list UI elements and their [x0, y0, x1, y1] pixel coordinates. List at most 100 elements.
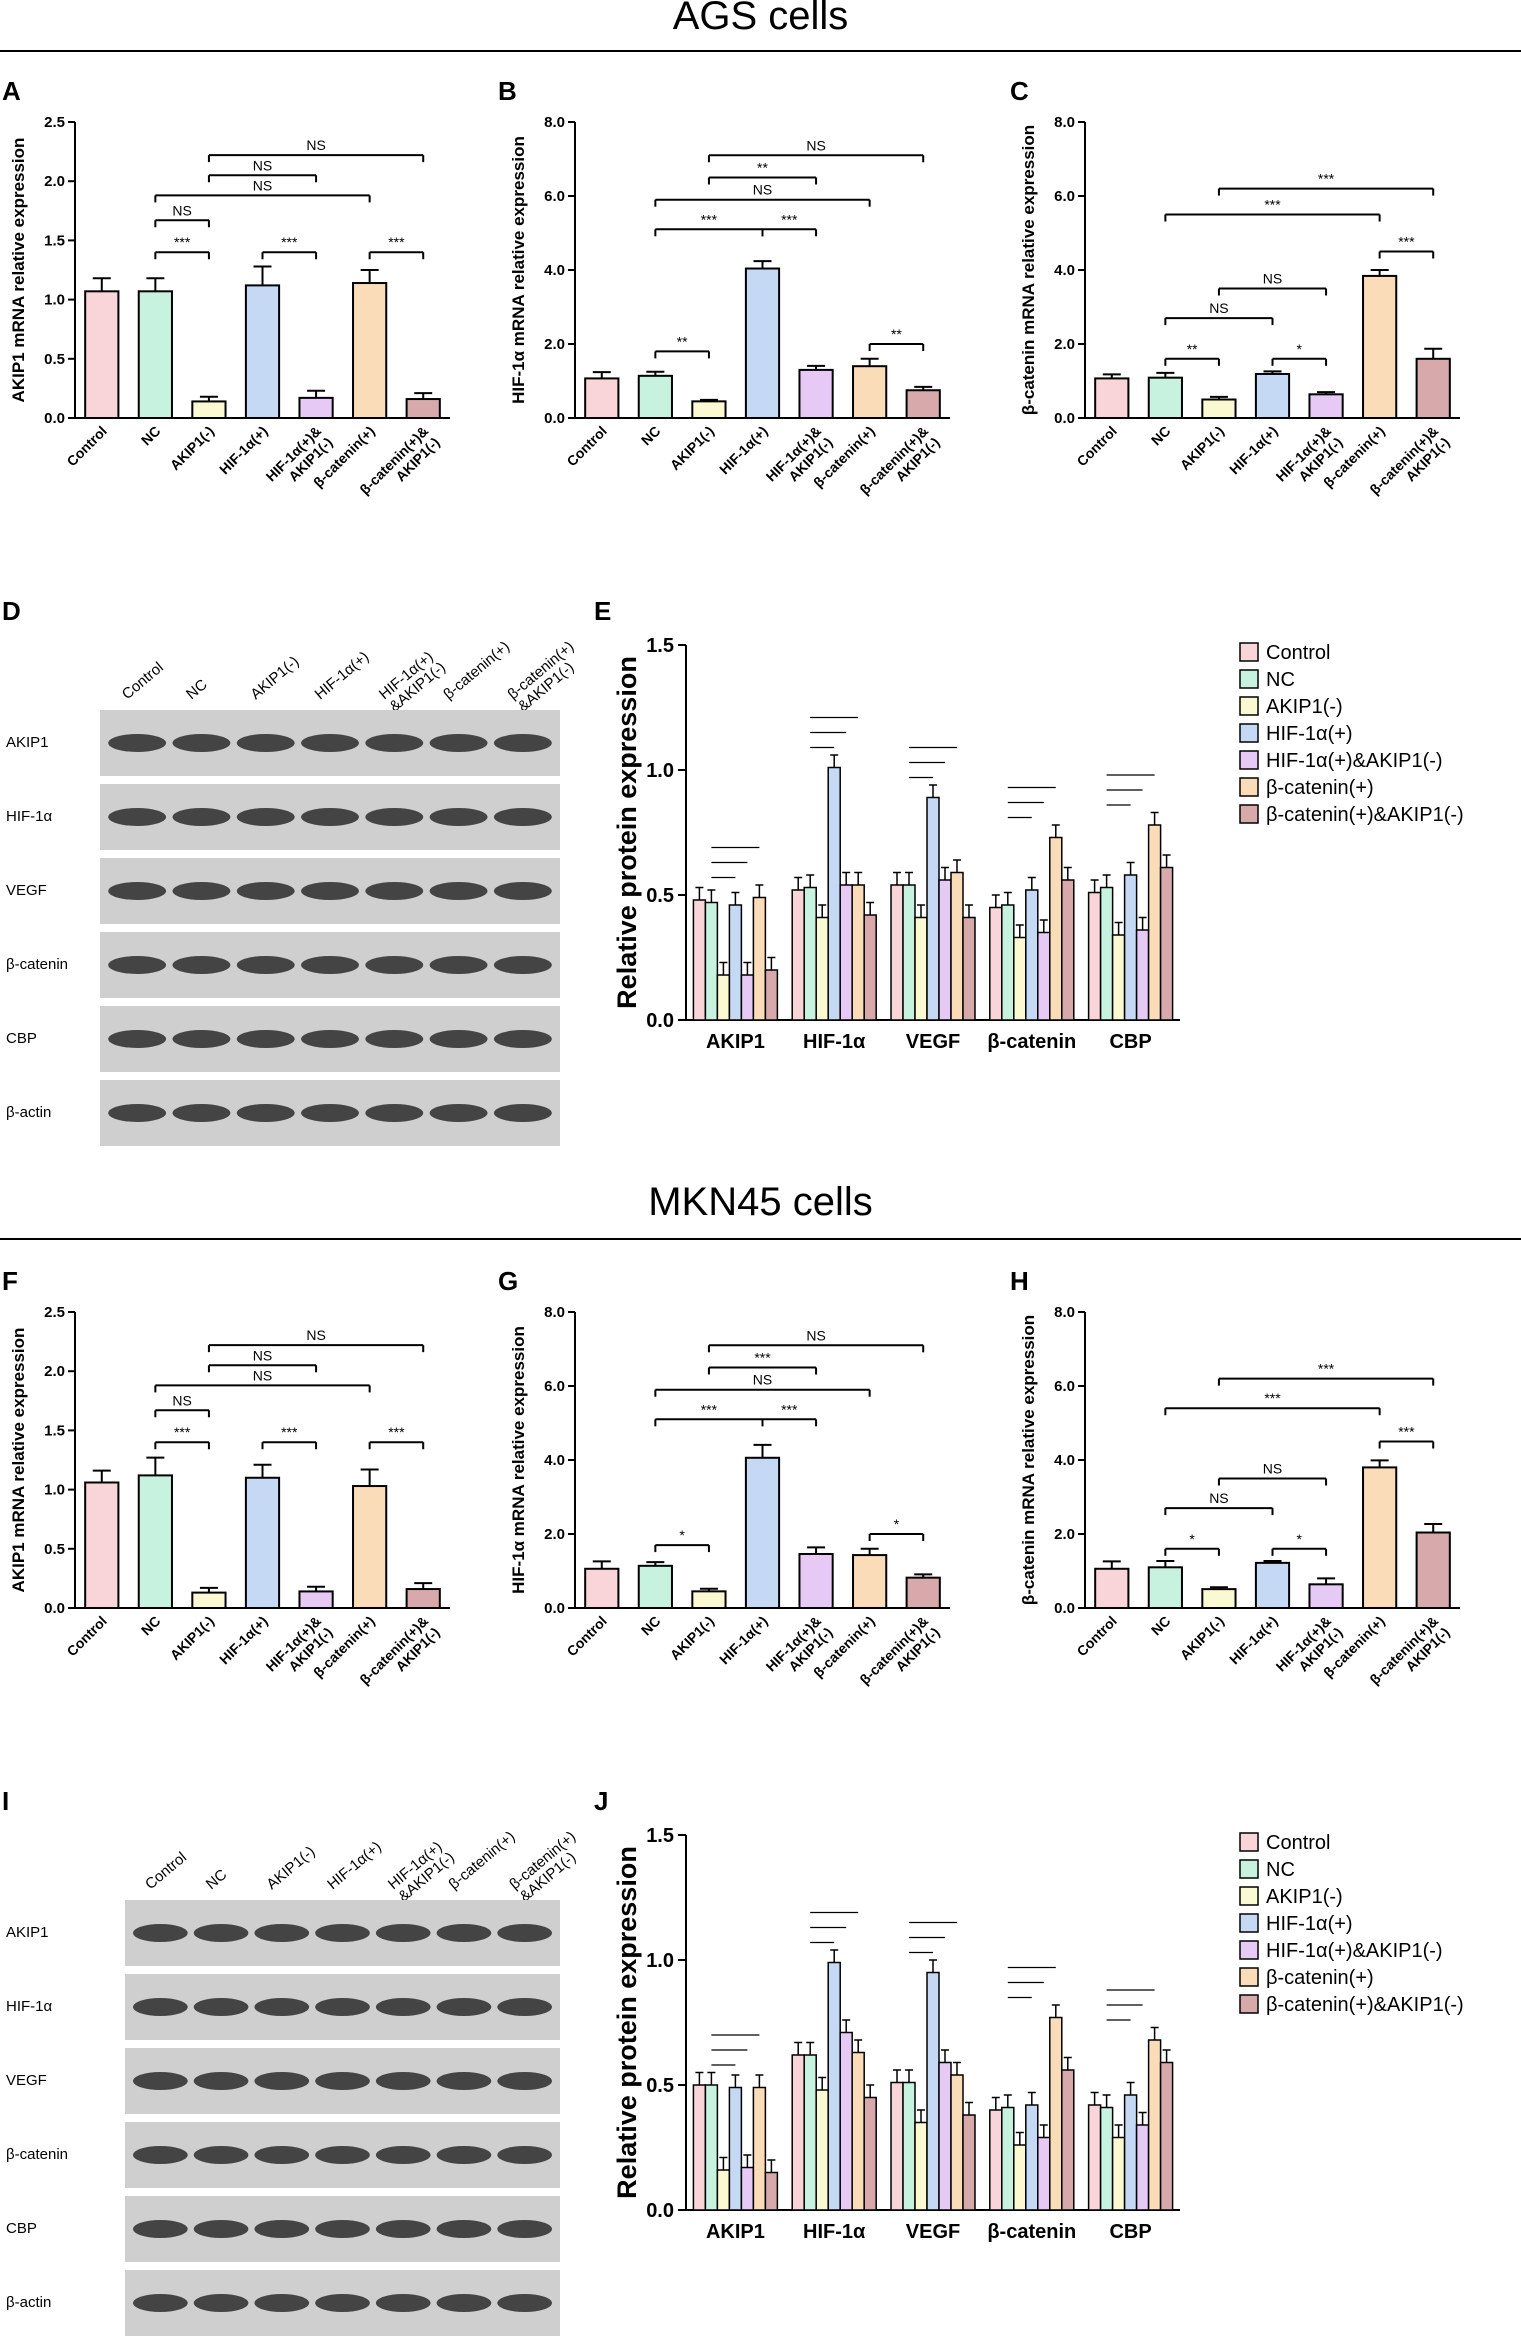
- y-tick-label: 0.0: [646, 1010, 674, 1032]
- panel-letter-h: H: [1010, 1266, 1029, 1296]
- bar: [798, 368, 834, 419]
- blot-band: [375, 2146, 431, 2164]
- blot-band: [315, 1924, 370, 1942]
- bar: [905, 1576, 941, 1610]
- blot-band: [436, 2072, 492, 2090]
- chart-panel-a: 0.0 0.5 1.0 1.5 2.0 2.5 AKIP1 mRNA relative ex…: [9, 114, 450, 498]
- significance-label: ***: [281, 234, 298, 250]
- blot-band: [315, 2146, 370, 2164]
- bar: [637, 374, 673, 420]
- significance-label: *: [679, 1527, 685, 1543]
- y-tick-label: 0.5: [646, 885, 674, 907]
- bar: [890, 884, 904, 1021]
- legend-label: β-catenin(+)&AKIP1(-): [1266, 1994, 1464, 2016]
- blot-band: [108, 1030, 167, 1048]
- blot-band: [315, 2072, 370, 2090]
- y-tick-label: 8.0: [1054, 1304, 1075, 1321]
- significance-label: ***: [174, 1424, 191, 1440]
- blot-band: [133, 2072, 188, 2090]
- bar: [1001, 904, 1015, 1021]
- blot-band: [236, 956, 295, 974]
- bar: [352, 1485, 388, 1610]
- y-tick-label: 6.0: [544, 1378, 565, 1395]
- y-tick-label: 0.0: [44, 410, 65, 427]
- blot-row-label: CBP: [6, 1030, 37, 1047]
- legend-label: HIF-1α(+): [1266, 723, 1353, 745]
- bar: [691, 400, 727, 420]
- bar: [1049, 2016, 1063, 2211]
- blot-band: [172, 734, 231, 752]
- legend-swatch: [1239, 1832, 1259, 1852]
- blot-band: [301, 956, 359, 974]
- blot-band: [493, 734, 552, 752]
- significance-label: ***: [701, 1401, 718, 1417]
- blot-lane-label: NC: [203, 1866, 231, 1893]
- bar: [962, 916, 976, 1021]
- significance-label: *: [1297, 341, 1303, 357]
- bar: [1094, 1567, 1130, 1609]
- bar: [938, 879, 952, 1021]
- blot-band: [133, 2220, 188, 2238]
- bar: [191, 400, 227, 420]
- bar: [84, 290, 120, 419]
- y-tick-label: 2.0: [44, 1363, 65, 1380]
- blot-band: [108, 956, 167, 974]
- significance-label: NS: [172, 1392, 191, 1408]
- bar: [740, 974, 755, 1021]
- blot-lane-label: AKIP1(-): [263, 1843, 318, 1893]
- x-tick-label: Control: [563, 423, 610, 470]
- y-axis-label: HIF-1α mRNA relative expression: [509, 136, 528, 404]
- blot-row-label: VEGF: [6, 882, 47, 899]
- x-tick-label: β-catenin: [987, 2221, 1076, 2243]
- blot-band: [254, 2146, 310, 2164]
- bar: [1013, 936, 1027, 1021]
- blot-band: [193, 2146, 249, 2164]
- bar: [1254, 372, 1291, 419]
- legend-swatch: [1239, 804, 1259, 824]
- bar: [962, 2114, 976, 2211]
- significance-label: ***: [1318, 1361, 1335, 1377]
- bar: [815, 916, 829, 1021]
- y-axis-label: β-catenin mRNA relative expression: [1019, 1315, 1038, 1605]
- x-tick-label: NC: [638, 1613, 664, 1639]
- bar: [1147, 824, 1162, 1021]
- blot-band: [193, 2072, 249, 2090]
- y-tick-label: 2.0: [44, 173, 65, 190]
- y-tick-label: 0.5: [44, 351, 65, 368]
- x-tick-label: Control: [563, 1613, 610, 1660]
- y-axis-label: HIF-1α mRNA relative expression: [509, 1326, 528, 1594]
- blot-band: [236, 882, 295, 900]
- y-tick-label: 1.5: [646, 635, 674, 657]
- y-tick-label: 8.0: [1054, 114, 1075, 131]
- bar: [798, 1552, 834, 1610]
- blot-lane-label: HIF-1α(+)&AKIP1(-): [385, 1837, 458, 1906]
- blot-lane-label: Control: [142, 1849, 190, 1893]
- blot-band: [133, 2294, 188, 2312]
- western-blot-i: Control NC AKIP1(-) HIF-1α(+) HIF-1α(+)&AKIP…: [6, 1828, 579, 2336]
- blot-band: [493, 808, 552, 826]
- x-tick-label: Control: [63, 1613, 110, 1660]
- legend-label: Control: [1266, 1832, 1330, 1854]
- blot-band: [365, 882, 424, 900]
- blot-band: [375, 2072, 431, 2090]
- bar: [1159, 2061, 1174, 2211]
- blot-band: [315, 2294, 370, 2312]
- blot-row-label: β-actin: [6, 2294, 51, 2311]
- bar: [298, 1590, 334, 1610]
- bar: [744, 267, 781, 419]
- legend-swatch: [1239, 1859, 1259, 1879]
- panel-letter-b: B: [498, 76, 517, 106]
- legend-swatch: [1239, 1940, 1259, 1960]
- blot-band: [436, 2294, 492, 2312]
- y-tick-label: 2.0: [544, 336, 565, 353]
- x-tick-label: NC: [138, 423, 164, 449]
- bar: [692, 2084, 707, 2211]
- bar: [863, 914, 877, 1021]
- blot-band: [493, 956, 552, 974]
- significance-label: NS: [1263, 1461, 1282, 1477]
- blot-band: [236, 1030, 295, 1048]
- x-tick-label: HIF-1α: [803, 1031, 866, 1053]
- bar: [691, 1590, 727, 1610]
- legend-swatch: [1239, 642, 1259, 662]
